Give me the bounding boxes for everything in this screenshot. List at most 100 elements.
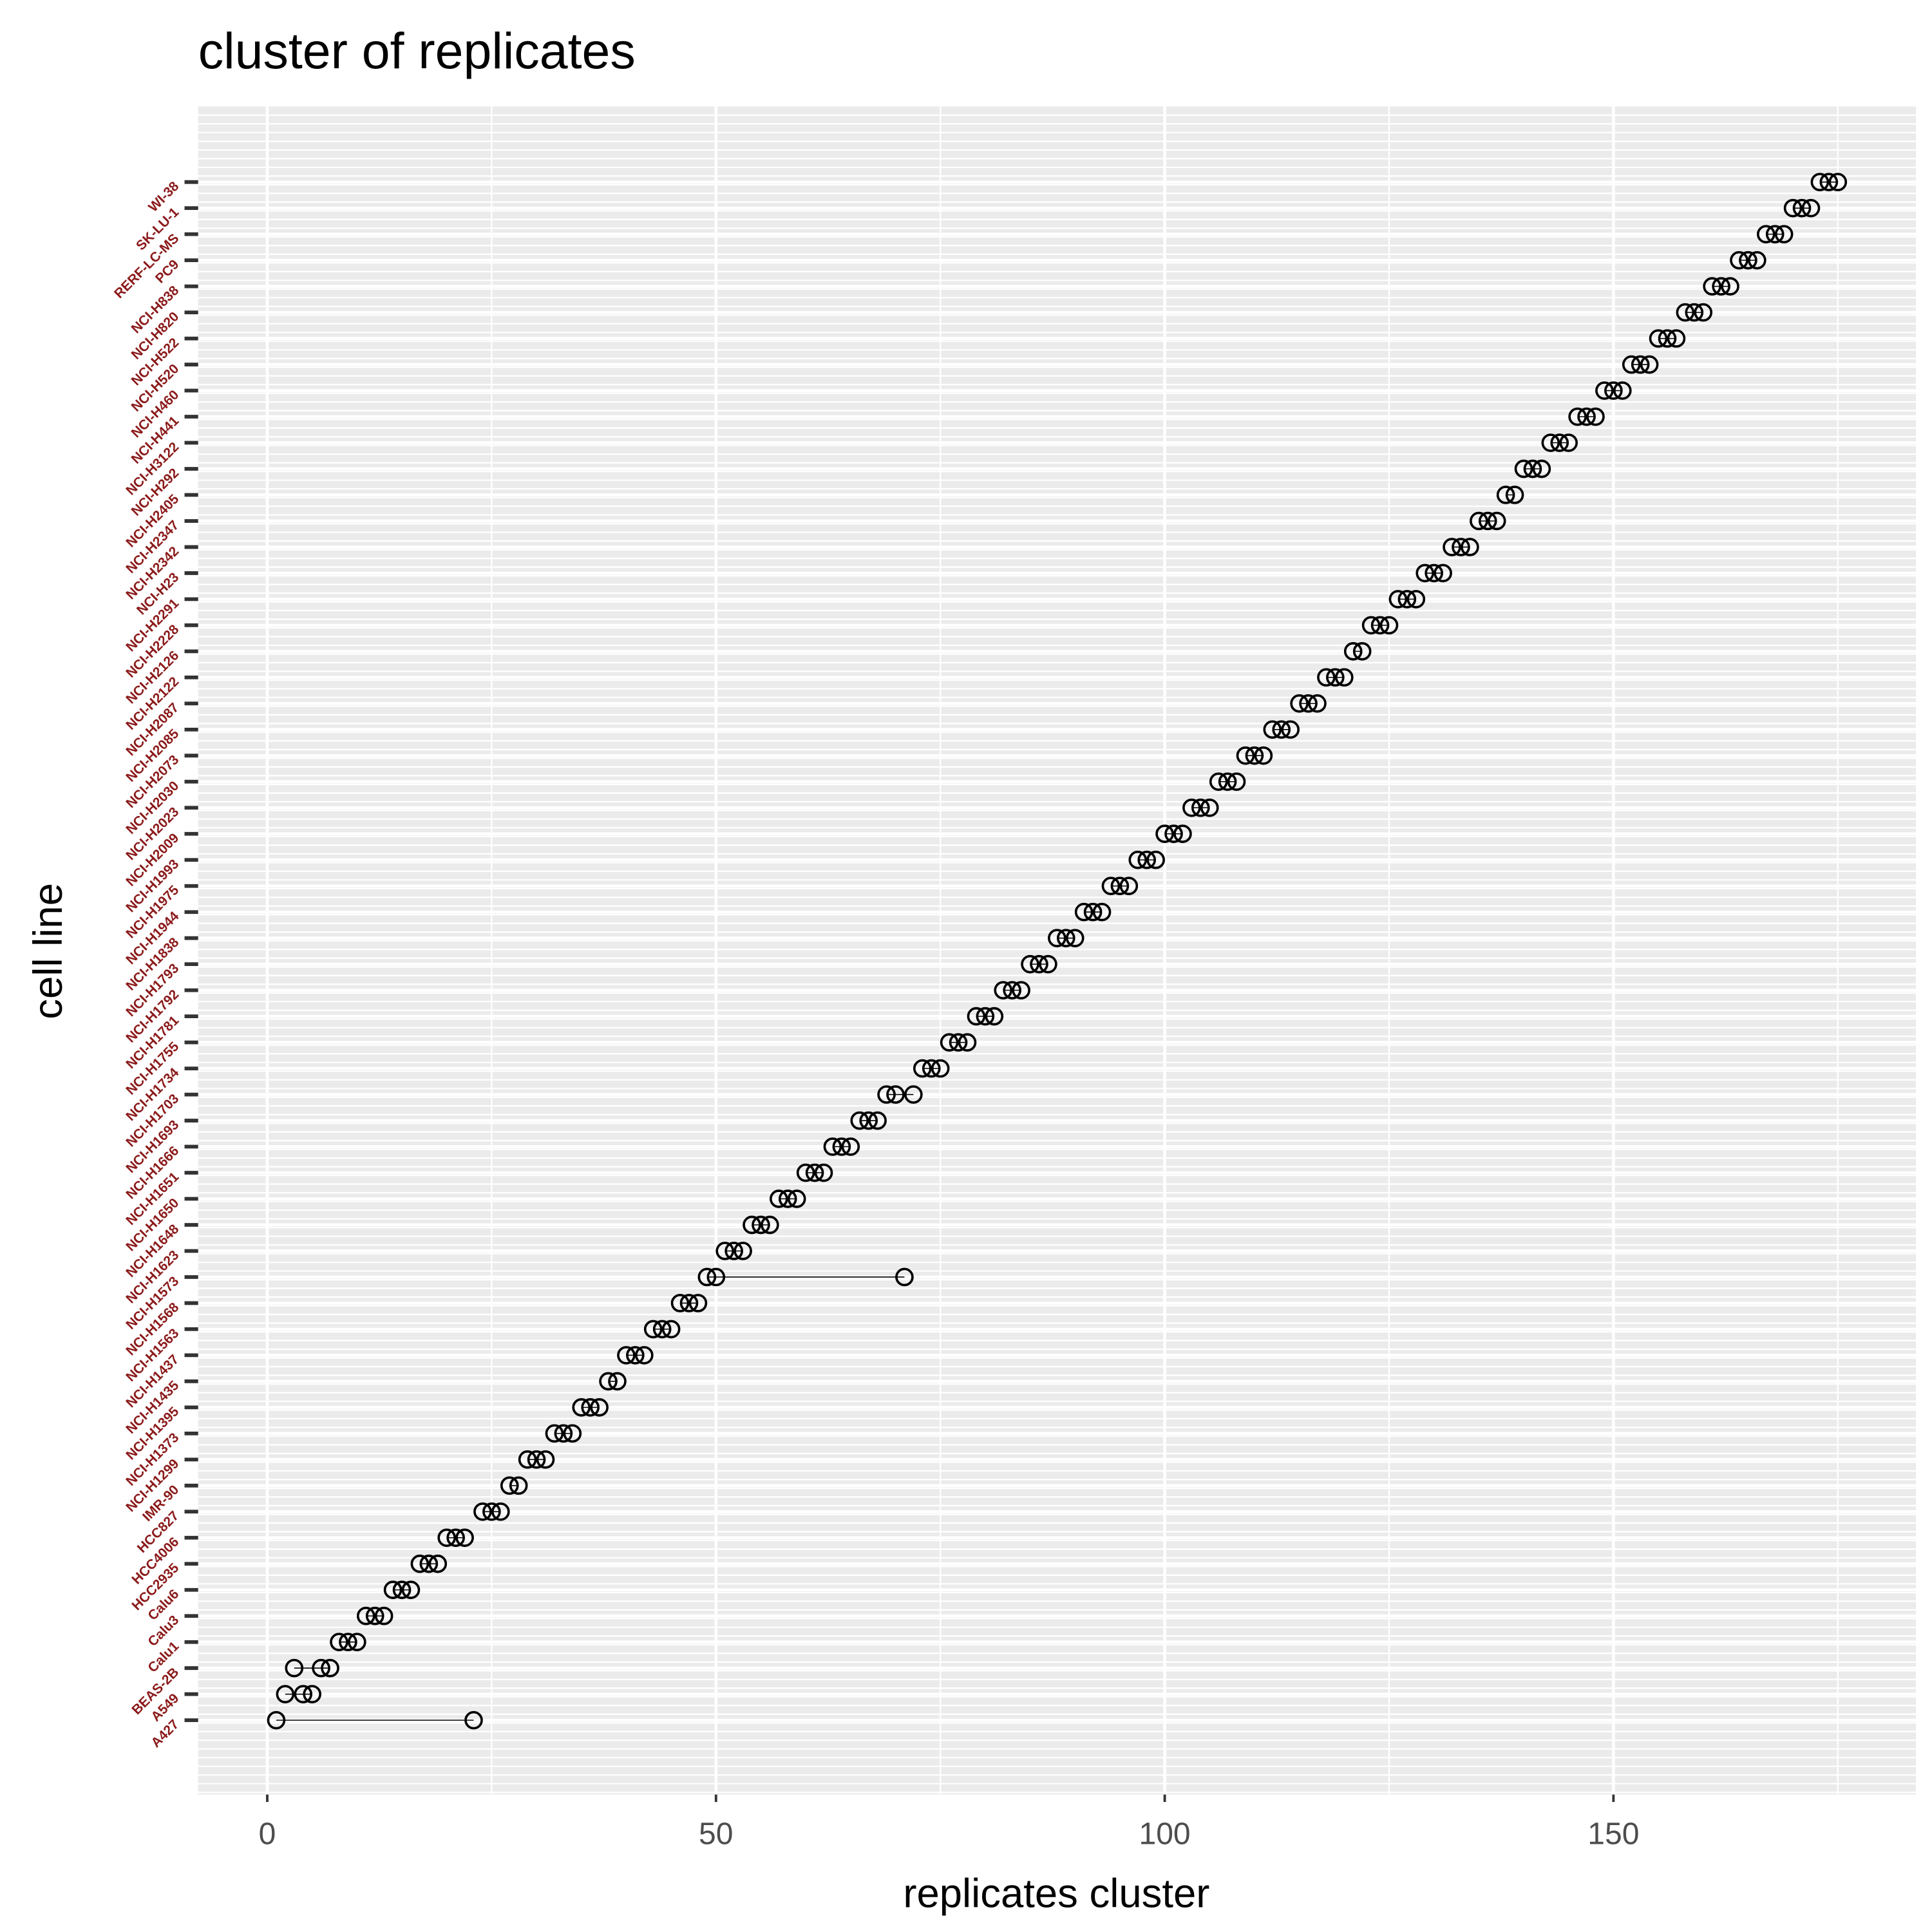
point [339, 1633, 357, 1652]
point [688, 1294, 708, 1312]
point [1254, 746, 1273, 765]
point [303, 1685, 322, 1703]
x-tick-label: 0 [259, 1816, 276, 1851]
point [1434, 564, 1452, 583]
point [787, 1189, 806, 1208]
point [1514, 459, 1533, 478]
x-tick-label: 50 [699, 1816, 733, 1851]
point [1361, 616, 1381, 635]
point [1631, 355, 1650, 374]
point [958, 1033, 977, 1052]
point [1003, 981, 1021, 999]
point [348, 1633, 366, 1652]
point [1550, 433, 1569, 452]
point [652, 1320, 672, 1339]
point [1083, 902, 1103, 922]
point [770, 1189, 788, 1208]
point [868, 1111, 887, 1130]
point [1694, 303, 1713, 322]
point [1452, 538, 1470, 556]
point [1110, 876, 1130, 896]
point [752, 1215, 770, 1235]
point [599, 1372, 618, 1391]
point [1595, 381, 1614, 400]
point [1721, 277, 1739, 296]
point [1801, 198, 1821, 218]
point [617, 1346, 636, 1365]
point [464, 1710, 483, 1730]
point [734, 1242, 752, 1260]
point [1622, 355, 1641, 374]
point [823, 1137, 842, 1156]
point [1792, 198, 1812, 218]
point [1218, 772, 1237, 791]
point [976, 1007, 995, 1026]
point [895, 1267, 914, 1287]
point [294, 1685, 313, 1703]
point [940, 1033, 959, 1052]
point [634, 1346, 654, 1365]
point [1703, 277, 1721, 296]
point [1577, 407, 1596, 426]
point [931, 1059, 950, 1078]
point [1416, 564, 1435, 583]
point [1164, 824, 1183, 844]
panel [198, 106, 1916, 1795]
point [1128, 850, 1148, 869]
point [536, 1450, 555, 1469]
point [437, 1528, 457, 1548]
point [1308, 694, 1327, 713]
point [1065, 929, 1084, 948]
point [1756, 225, 1776, 243]
point [877, 1085, 896, 1104]
point [276, 1685, 295, 1703]
point [581, 1398, 600, 1417]
point [1739, 251, 1757, 270]
point [913, 1059, 932, 1078]
y-axis-title: cell line [26, 883, 71, 1019]
point [904, 1085, 923, 1104]
point [1568, 407, 1587, 426]
point [1191, 798, 1210, 817]
point [886, 1085, 905, 1104]
point [643, 1320, 663, 1339]
point [419, 1554, 439, 1573]
point [1685, 303, 1704, 322]
point [365, 1606, 384, 1625]
point [545, 1424, 564, 1443]
point [1712, 277, 1730, 296]
point [679, 1294, 699, 1312]
point [661, 1320, 681, 1339]
point [473, 1502, 492, 1521]
point [1478, 511, 1497, 531]
point [994, 981, 1013, 999]
point [850, 1111, 869, 1130]
point [1667, 329, 1686, 348]
point [1056, 929, 1075, 948]
point [1649, 329, 1668, 348]
point [1281, 720, 1300, 739]
point [1532, 459, 1551, 478]
point [1245, 746, 1264, 765]
point [1317, 668, 1336, 687]
point [446, 1528, 465, 1548]
point [410, 1554, 430, 1573]
point [383, 1580, 402, 1600]
point [1748, 251, 1766, 270]
point [1182, 798, 1201, 817]
point [491, 1502, 510, 1521]
point [1523, 459, 1542, 478]
point [985, 1007, 1004, 1026]
point [1074, 902, 1094, 922]
point [761, 1215, 779, 1235]
point [626, 1346, 645, 1365]
point [1810, 173, 1830, 192]
point [743, 1215, 761, 1235]
point [1586, 407, 1605, 426]
point [1397, 590, 1417, 609]
point [1730, 251, 1748, 270]
point [805, 1163, 824, 1182]
point [1039, 954, 1057, 974]
x-tick-label: 100 [1139, 1816, 1190, 1851]
point [527, 1450, 546, 1469]
